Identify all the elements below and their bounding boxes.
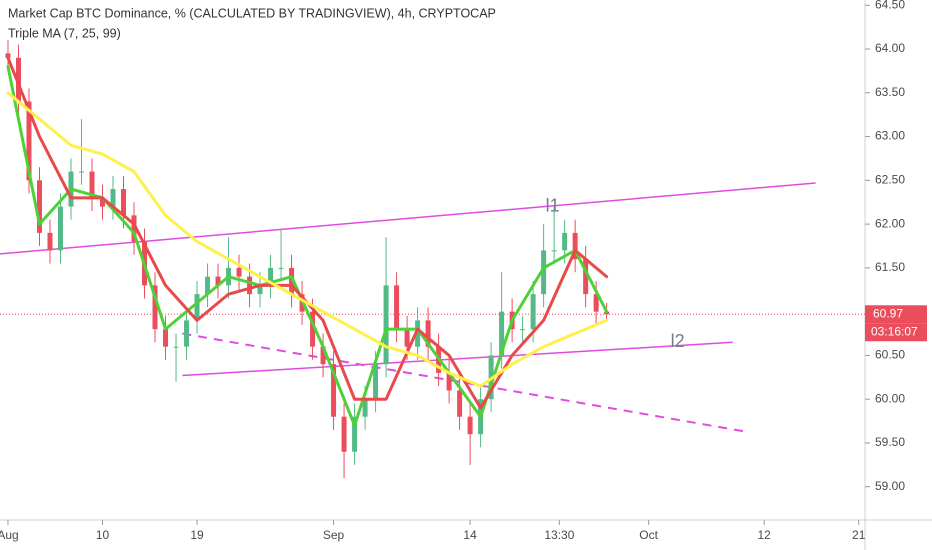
candle-body [541,250,547,295]
candle-body [152,285,158,330]
candle-body [499,311,505,356]
trend-label: l2 [671,331,685,351]
countdown-box [865,323,927,342]
x-tick-label: Oct [639,528,658,542]
candle-body [583,259,589,295]
candle-body [15,57,21,102]
candle-body [362,399,368,417]
y-tick-label: 61.50 [875,260,905,274]
candle-body [341,416,347,452]
candle-body [467,416,473,435]
trend-label: l1 [546,196,560,216]
candle-body [79,171,85,173]
candle-body [394,285,400,330]
candle-body [236,267,242,277]
candle-body [457,390,463,417]
candle-body [572,232,578,260]
candle-body [404,329,410,347]
candle-body [593,294,599,312]
candle-body [320,346,326,365]
candle-body [310,311,316,347]
x-tick-label: Sep [323,528,345,542]
candle-body [194,294,200,321]
candle-body [352,416,358,452]
y-tick-label: 59.50 [875,435,905,449]
candle-body [520,329,526,331]
candle-body [373,364,379,400]
candle-body [383,285,389,365]
x-tick-label: 19 [190,528,204,542]
y-tick-label: 64.00 [875,41,905,55]
y-tick-label: 60.00 [875,391,905,405]
last-price-label: 60.97 [873,306,903,320]
candle-body [205,276,211,295]
candle-body [121,189,127,216]
x-tick-label: 10 [96,528,110,542]
y-tick-label: 64.50 [875,0,905,11]
y-tick-label: 59.00 [875,479,905,493]
trend-line [182,341,733,377]
candle-body [551,250,557,252]
y-tick-label: 60.50 [875,348,905,362]
last-price-box [865,305,927,324]
candle-body [184,320,190,347]
candle-body [100,197,106,207]
candle-body [278,267,284,269]
chart-title: Market Cap BTC Dominance, % (CALCULATED … [8,6,496,20]
indicator-label: Triple MA (7, 25, 99) [8,26,121,40]
plot: l1 l2 [0,40,865,478]
candle-body [562,232,568,251]
x-tick-label: 14 [463,528,477,542]
candle-body [131,215,137,242]
x-tick-label: 21 [852,528,866,542]
y-tick-label: 62.50 [875,173,905,187]
candle-body [26,101,32,181]
x-tick-label: Aug [0,528,19,542]
x-tick-label: 13:30 [544,528,574,542]
countdown-label: 03:16:07 [871,324,918,338]
candle-body [530,294,536,330]
candle-body [331,364,337,417]
candle-body [247,276,253,295]
candle-body [47,232,53,251]
candle-body [446,372,452,391]
candle-body [257,285,263,295]
candle-body [5,53,11,58]
candle-body [110,189,116,207]
y-tick-label: 63.00 [875,129,905,143]
candle-body [89,171,95,198]
y-tick-label: 62.00 [875,216,905,230]
x-tick-label: 12 [757,528,771,542]
candle-body [36,180,42,233]
candle-body [415,320,421,347]
y-tick-label: 63.50 [875,85,905,99]
candle-body [173,346,179,348]
candle-body [215,276,221,286]
candle-body [163,329,169,347]
moving-average [6,91,609,388]
candle-body [57,206,63,251]
candle-body [425,320,431,347]
candle-body [289,267,295,295]
candle-body [268,267,274,286]
